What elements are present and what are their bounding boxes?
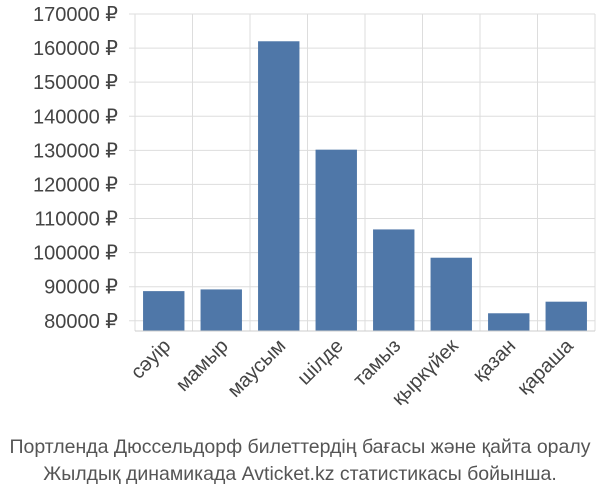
bar-7	[488, 313, 530, 331]
y-tick-label: 150000 ₽	[33, 72, 118, 94]
y-tick-label: 110000 ₽	[34, 209, 118, 231]
bar-8	[545, 301, 587, 331]
bar-5	[373, 229, 415, 331]
y-axis: 80000 ₽ 90000 ₽ 100000 ₽ 110000 ₽ 120000 ₽ 13…	[33, 4, 118, 333]
y-tick-label: 130000 ₽	[33, 140, 118, 162]
bar-2	[200, 289, 242, 331]
x-tick-label: шілде	[293, 335, 347, 389]
bars	[143, 41, 587, 331]
bar-4	[315, 149, 357, 331]
y-tick-label: 90000 ₽	[44, 277, 118, 299]
x-tick-label: тамыз	[349, 335, 405, 391]
x-tick-label: маусым	[223, 335, 290, 402]
x-tick-label: қазан	[469, 335, 521, 387]
y-tick-label: 140000 ₽	[33, 106, 118, 128]
x-tick-label: қараша	[513, 334, 578, 399]
bar-chart: 80000 ₽ 90000 ₽ 100000 ₽ 110000 ₽ 120000 ₽ 13…	[33, 4, 596, 410]
caption-line-2: Жылдық динамикада Avticket.kz статистика…	[43, 463, 557, 485]
bar-3	[258, 41, 300, 331]
y-tick-label: 160000 ₽	[33, 38, 118, 60]
x-tick-label: сәуір	[127, 335, 176, 384]
bar-1	[143, 291, 185, 331]
caption-line-1: Портленда Дюссельдорф билеттердің бағасы…	[9, 436, 591, 458]
grid-lines	[129, 13, 596, 331]
y-tick-label: 100000 ₽	[33, 243, 118, 265]
bar-6	[430, 257, 472, 331]
y-tick-label: 170000 ₽	[33, 4, 118, 26]
y-tick-label: 120000 ₽	[33, 174, 118, 196]
y-tick-label: 80000 ₽	[44, 311, 118, 333]
